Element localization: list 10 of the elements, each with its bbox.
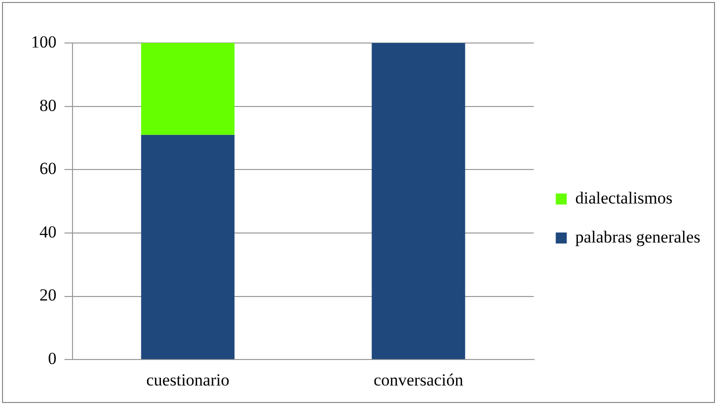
y-tick-label: 100: [31, 32, 56, 52]
y-tick-label: 60: [40, 159, 56, 178]
legend-label: dialectalismos: [575, 188, 673, 208]
x-tick-label: conversación: [374, 370, 464, 390]
y-tick-label: 80: [40, 96, 56, 115]
legend-label: palabras generales: [575, 227, 700, 246]
y-tick-label: 0: [48, 349, 56, 368]
y-tick-label: 40: [40, 222, 56, 242]
y-tick-label: 20: [40, 286, 56, 305]
x-tick-label: cuestionario: [146, 370, 230, 390]
